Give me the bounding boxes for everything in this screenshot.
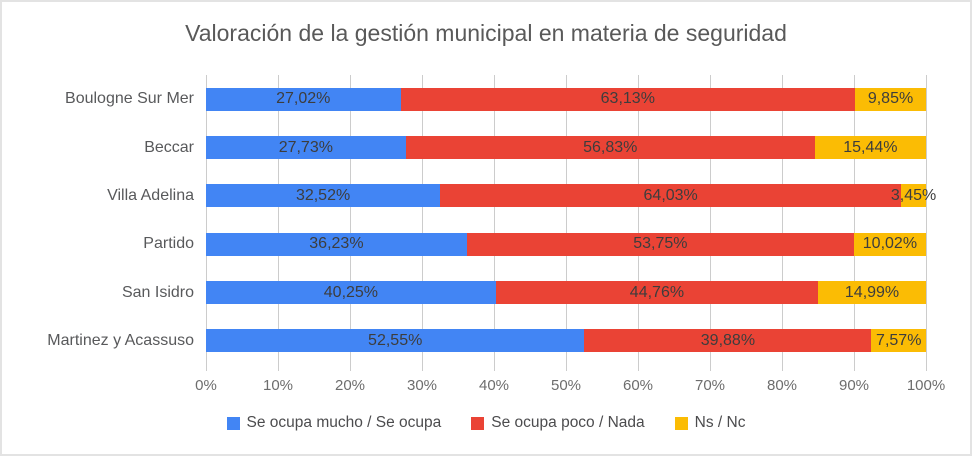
bar-segment-label: 52,55%	[368, 331, 423, 349]
bar-segment-s1: 64,03%	[440, 184, 902, 208]
bar-segment-s2: 3,45%	[891, 184, 936, 208]
bar-segment-label: 3,45%	[890, 186, 937, 204]
category-label: San Isidro	[121, 283, 194, 301]
legend-label: Ns / Nc	[694, 414, 746, 431]
bar-segment-s1: 63,13%	[400, 87, 856, 111]
bar-segment-label: 14,99%	[844, 283, 900, 301]
legend-item: Ns / Nc	[674, 414, 746, 432]
bar-segment-label: 7,57%	[876, 331, 922, 349]
x-axis-tick-label: 50%	[550, 377, 582, 394]
x-axis-tick-label: 70%	[694, 377, 726, 394]
bar-segment-label: 56,83%	[583, 138, 638, 156]
x-axis-tick-label: 90%	[838, 377, 870, 394]
bar-segment-s0: 27,02%	[206, 87, 401, 111]
bar-segment-s0: 36,23%	[206, 232, 467, 256]
bar-row: 32,52% 64,03% 3,45%	[206, 184, 936, 208]
x-axis-tick-label: 80%	[766, 377, 798, 394]
gridline	[638, 75, 639, 371]
gridline	[494, 75, 495, 371]
legend-item: Se ocupa mucho / Se ocupa	[226, 414, 442, 432]
gridline	[710, 75, 711, 371]
category-label: Beccar	[144, 138, 194, 156]
bar-segment-s0: 40,25%	[206, 281, 496, 304]
bar-segment-s2: 7,57%	[871, 329, 926, 353]
gridline	[782, 75, 783, 371]
bar-segment-s1: 39,88%	[584, 329, 872, 353]
gridline	[566, 75, 567, 371]
category-label: Martinez y Acassuso	[47, 331, 194, 349]
bar-row: 36,23% 53,75% 10,02%	[206, 232, 926, 256]
legend-label: Se ocupa mucho / Se ocupa	[246, 414, 442, 431]
gridline	[422, 75, 423, 371]
x-axis-tick-label: 0%	[195, 377, 217, 394]
bar-row: 27,73% 56,83% 15,44%	[206, 136, 926, 159]
bar-row: 27,02% 63,13% 9,85%	[206, 87, 926, 111]
gridline	[926, 75, 927, 371]
bar-segment-s0: 52,55%	[206, 329, 585, 353]
bar-segment-label: 32,52%	[295, 186, 351, 204]
bar-segment-label: 64,03%	[643, 186, 698, 204]
x-axis-tick-label: 100%	[906, 377, 946, 394]
bar-segment-label: 39,88%	[700, 331, 756, 349]
x-axis-tick-label: 60%	[622, 377, 654, 394]
bar-segment-label: 10,02%	[862, 235, 918, 253]
category-label: Villa Adelina	[107, 186, 194, 204]
x-axis-tick-label: 30%	[406, 377, 438, 394]
bar-segment-s2: 10,02%	[853, 232, 926, 256]
gridline	[854, 75, 855, 371]
bar-segment-label: 63,13%	[600, 90, 655, 108]
bar-segment-label: 9,85%	[867, 90, 914, 108]
x-axis-tick-label: 40%	[478, 377, 510, 394]
gridline	[278, 75, 279, 371]
bar-segment-label: 27,73%	[278, 138, 333, 156]
gridline	[350, 75, 351, 371]
bar-segment-s2: 14,99%	[818, 281, 926, 304]
bar-segment-label: 36,23%	[309, 235, 364, 253]
bar-segment-label: 44,76%	[629, 283, 685, 301]
bar-segment-label: 27,02%	[276, 90, 331, 108]
legend-swatch	[471, 416, 485, 430]
legend-swatch	[674, 416, 688, 430]
bar-segment-s2: 15,44%	[814, 136, 926, 159]
bar-segment-s2: 9,85%	[855, 87, 926, 111]
legend: Se ocupa mucho / Se ocupa Se ocupa poco /…	[2, 414, 970, 432]
gridline	[206, 75, 207, 371]
legend-item: Se ocupa poco / Nada	[471, 414, 645, 432]
bar-segment-label: 53,75%	[633, 235, 688, 253]
bar-row: 52,55% 39,88% 7,57%	[206, 329, 926, 353]
category-label: Partido	[143, 235, 194, 253]
x-axis-tick-label: 10%	[262, 377, 294, 394]
bar-segment-s0: 27,73%	[206, 136, 406, 159]
legend-label: Se ocupa poco / Nada	[491, 414, 645, 431]
bar-row: 40,25% 44,76% 14,99%	[206, 281, 926, 304]
legend-swatch	[226, 416, 240, 430]
category-label: Boulogne Sur Mer	[65, 90, 194, 108]
bar-segment-s1: 56,83%	[405, 136, 815, 159]
bar-segment-s1: 53,75%	[466, 232, 854, 256]
x-axis-tick-label: 20%	[334, 377, 366, 394]
bar-segment-label: 15,44%	[843, 138, 898, 156]
chart-title: Valoración de la gestión municipal en ma…	[185, 20, 787, 46]
bar-segment-label: 40,25%	[323, 283, 379, 301]
bar-segment-s0: 32,52%	[206, 184, 441, 208]
bar-segment-s1: 44,76%	[495, 281, 819, 304]
